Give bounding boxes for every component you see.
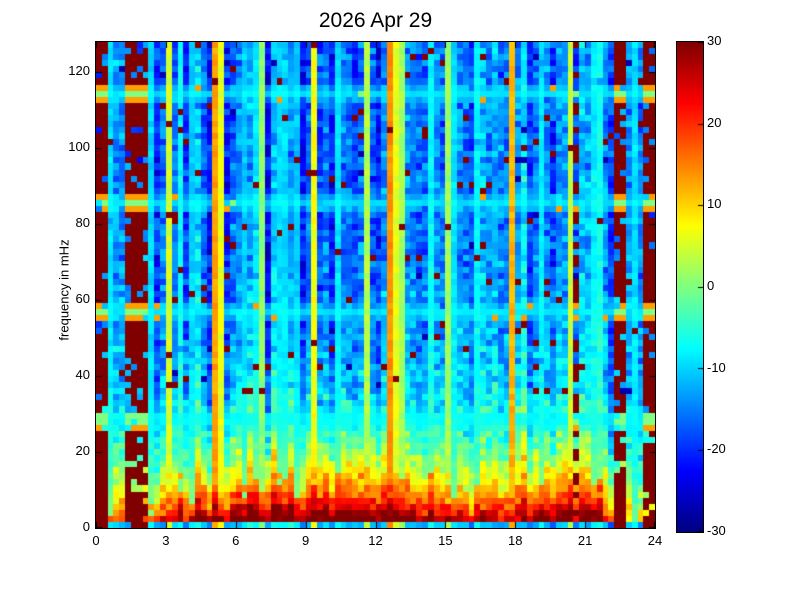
colorbar-tick-label: -20 [707,441,726,457]
colorbar-canvas [677,42,703,532]
y-tick-label: 100 [68,139,90,155]
x-tick-label: 24 [647,533,663,548]
heatmap-canvas [96,42,655,528]
plot-area [95,41,656,529]
x-tick-label: 0 [92,533,100,548]
colorbar-tick-label: -30 [707,523,726,538]
colorbar-tick-label: -10 [707,359,726,375]
colorbar-tick-label: 20 [707,114,722,130]
y-tick-label: 40 [75,367,90,383]
y-tick-label: 60 [75,291,90,307]
x-tick-label: 21 [577,533,593,548]
colorbar-tick-label: 10 [707,196,722,212]
x-tick-label: 6 [232,533,240,548]
y-tick-label: 20 [75,443,90,459]
x-tick-label: 3 [162,533,170,548]
x-tick-label: 12 [368,533,383,548]
y-tick-label: 120 [68,63,90,79]
colorbar [676,41,704,533]
x-tick-label: 18 [508,533,523,548]
y-axis-label: frequency in mHz [56,239,72,341]
colorbar-tick-label: 30 [707,33,722,48]
x-tick-label: 15 [438,533,453,548]
colorbar-tick-label: 0 [707,278,715,293]
x-tick-label: 9 [302,533,310,548]
y-tick-label: 0 [82,519,90,534]
y-tick-label: 80 [75,215,90,231]
chart-title: 2026 Apr 29 [318,9,433,32]
